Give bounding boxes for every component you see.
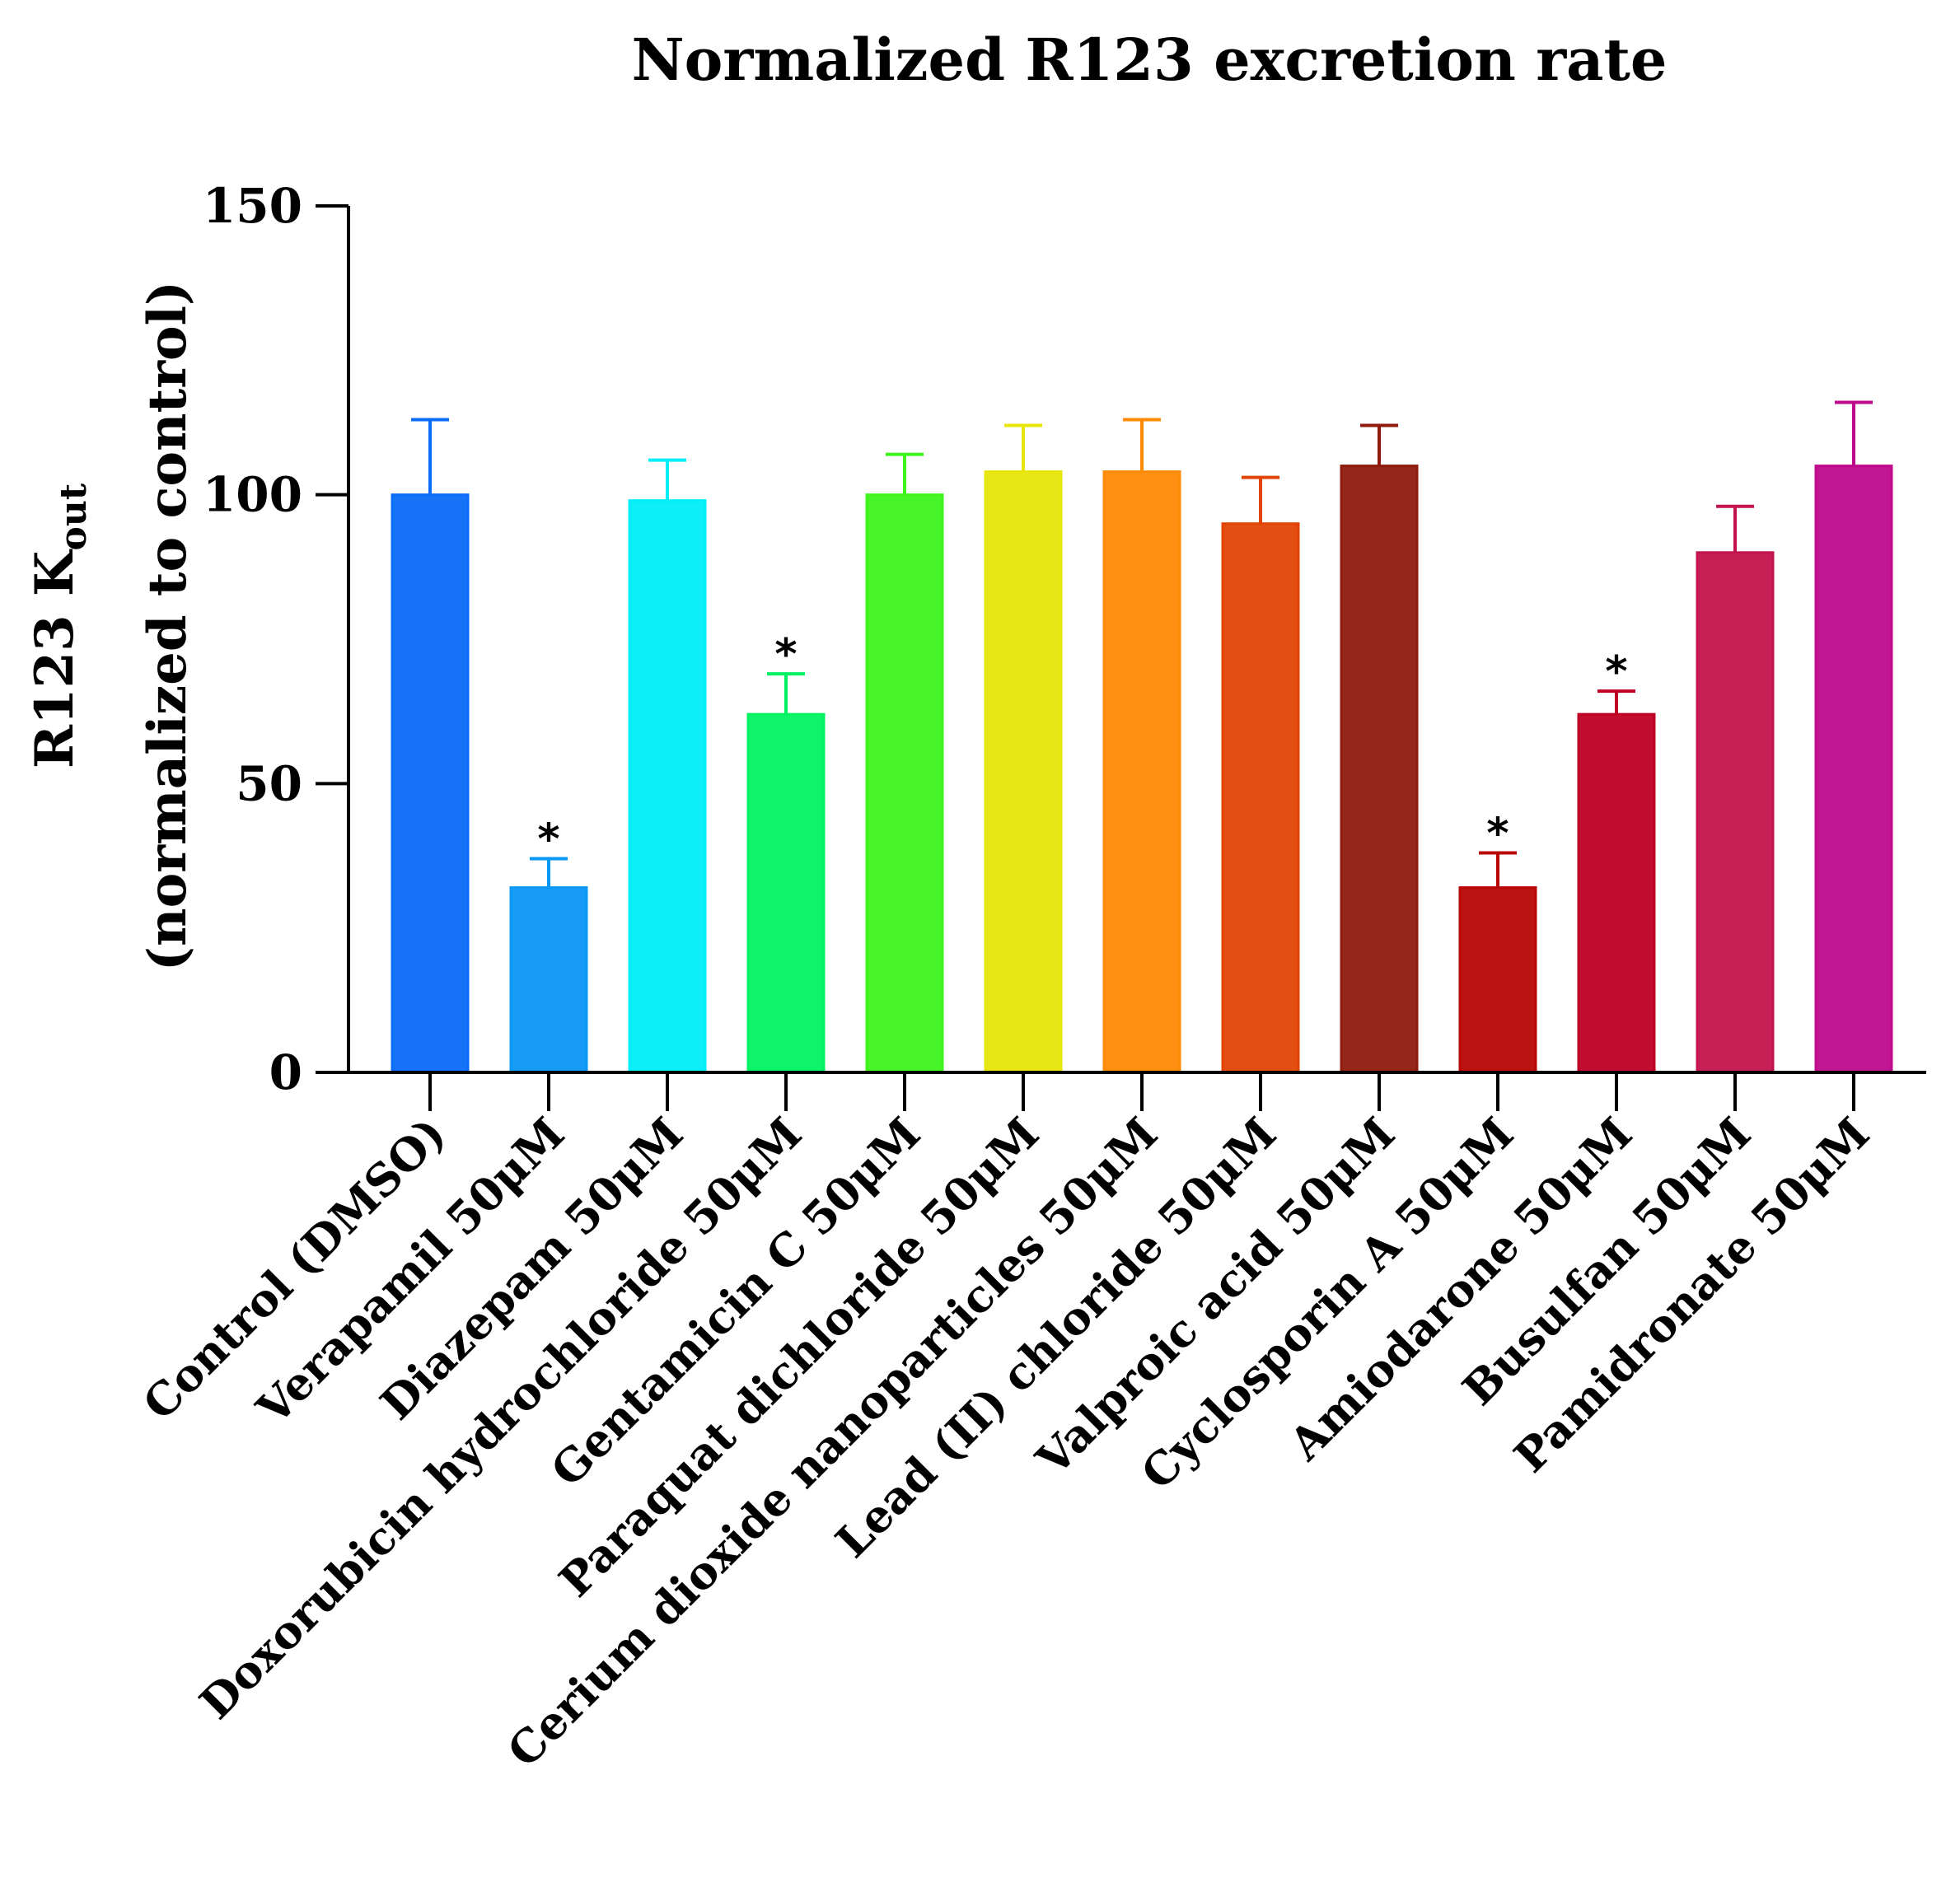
bar [509, 886, 588, 1074]
bar [865, 493, 944, 1074]
y-tick-label: 150 [203, 178, 302, 234]
significance-marker: * [1486, 809, 1509, 858]
y-tick-label: 100 [203, 467, 302, 523]
bar [1458, 886, 1537, 1074]
bar [1696, 551, 1775, 1074]
y-tick-label: 50 [236, 755, 302, 811]
y-axis-label-line2: (normalized to control) [137, 281, 199, 971]
bar [391, 493, 470, 1074]
bar [746, 712, 826, 1074]
significance-marker: * [1605, 647, 1627, 697]
bar [984, 470, 1063, 1074]
bar [1340, 465, 1419, 1074]
bar [1577, 712, 1656, 1074]
y-axis: 0 50 100 150 [203, 178, 350, 1100]
chart-title: Normalized R123 excretion rate [632, 26, 1668, 94]
significance-marker: * [774, 630, 797, 680]
bars: * * * * [391, 400, 1893, 1074]
bar [1102, 470, 1181, 1074]
significance-marker: * [537, 815, 559, 865]
y-tick-label: 0 [269, 1044, 302, 1100]
y-axis-label-main: R123 K [24, 549, 86, 768]
y-axis-label-line1: R123 Kout [24, 483, 95, 768]
bar [1221, 522, 1300, 1074]
y-axis-label-subscript: out [53, 483, 95, 550]
y-axis-label: R123 Kout (normalized to control) [24, 281, 199, 971]
bar [628, 499, 707, 1074]
bar [1814, 465, 1893, 1074]
